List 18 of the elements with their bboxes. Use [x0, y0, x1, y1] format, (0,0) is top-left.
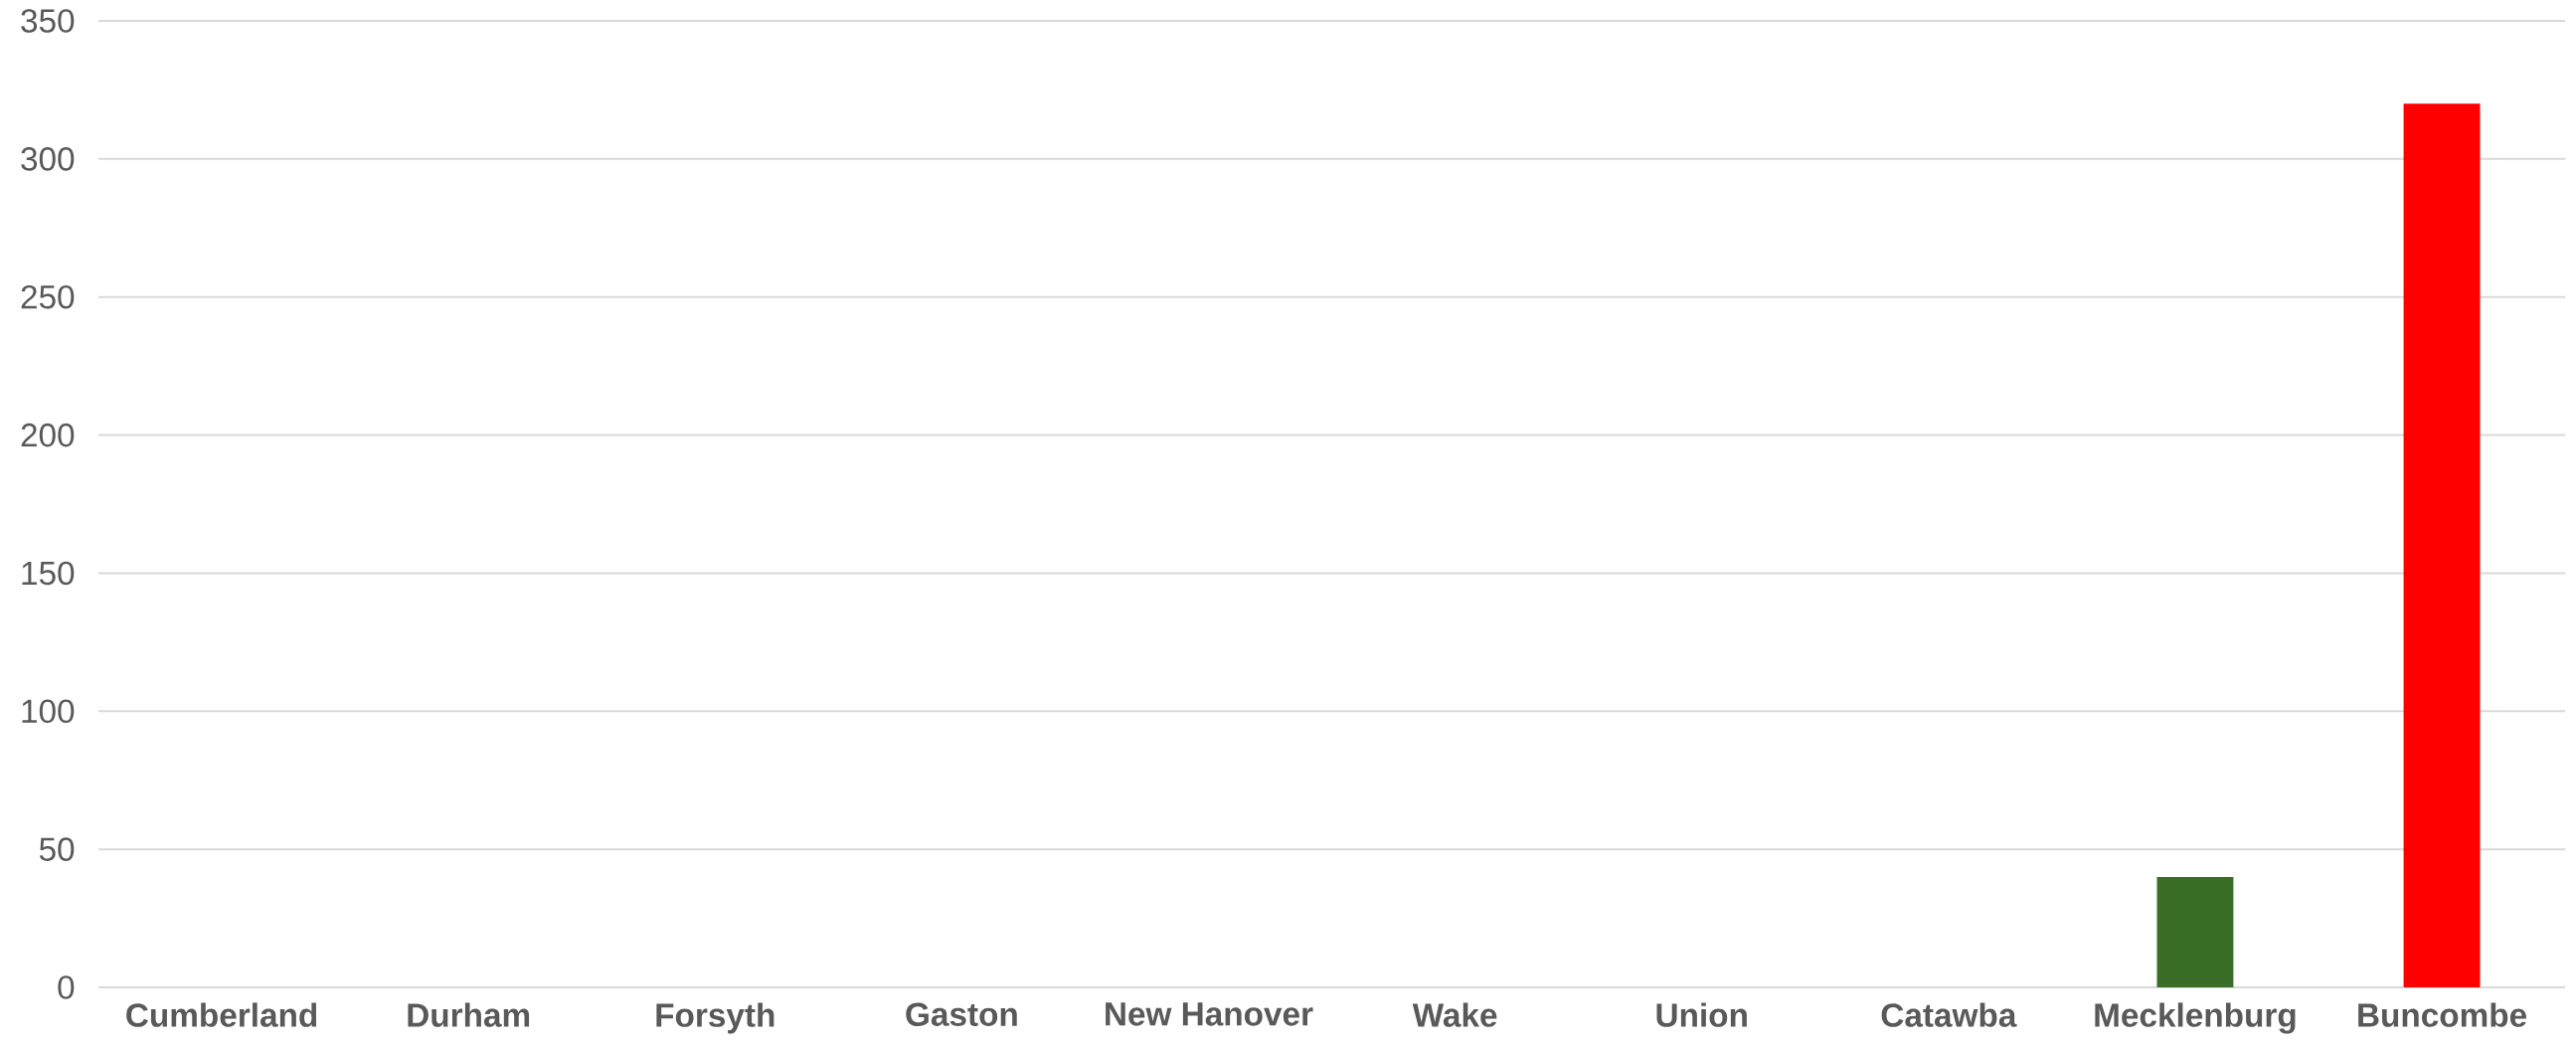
x-tick-label: Union [1656, 1002, 1747, 1027]
y-tick-label: 150 [22, 561, 75, 586]
x-tick-label: Wake [1412, 1002, 1497, 1027]
y-tick-label: 350 [21, 9, 75, 33]
x-tick-label: Durham [408, 1002, 530, 1027]
x-tick-label: Cumberland [126, 1002, 317, 1027]
x-tick-label: Mecklenburg [2095, 1002, 2296, 1034]
y-tick-label: 0 [58, 975, 75, 999]
y-tick-label: 250 [21, 284, 75, 309]
x-tick-label: Forsyth [656, 1002, 774, 1034]
x-tick-label: New Hanover [1106, 1002, 1313, 1026]
x-tick-label: Gaston [906, 1002, 1017, 1026]
y-tick-label: 100 [22, 699, 75, 724]
y-tick-label: 300 [21, 147, 75, 171]
x-tick-label: Catawba [1881, 1002, 2017, 1027]
x-tick-label: Buncombe [2358, 1002, 2527, 1027]
y-tick-label: 50 [39, 837, 75, 861]
y-tick-label: 200 [21, 423, 75, 447]
